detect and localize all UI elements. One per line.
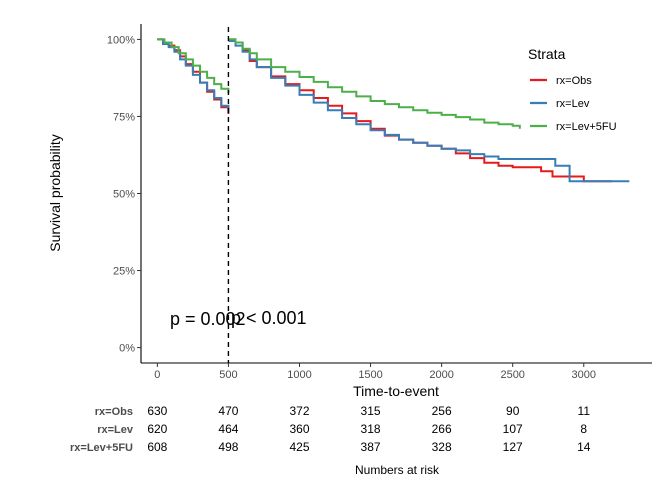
risk-table: Numbers at risk rx=Obs 630 470 372 315 256 90 1… bbox=[70, 404, 591, 477]
risk-count: 608 bbox=[147, 440, 167, 454]
x-axis-title: Time-to-event bbox=[353, 383, 439, 399]
y-tick-label: 25% bbox=[113, 266, 135, 278]
risk-count: 630 bbox=[147, 404, 167, 418]
risk-count: 11 bbox=[578, 404, 591, 418]
y-tick-label: 75% bbox=[113, 111, 135, 123]
y-axis-title: Survival probability bbox=[47, 134, 63, 252]
x-tick-label: 1500 bbox=[358, 369, 382, 381]
legend-title: Strata bbox=[528, 46, 566, 62]
curve-rx-obs-before bbox=[157, 38, 230, 114]
risk-row-label: rx=Obs bbox=[95, 406, 133, 418]
x-tick-label: 0 bbox=[154, 369, 160, 381]
y-tick-label: 0% bbox=[119, 343, 135, 355]
curve-rx-lev-5fu-after bbox=[228, 38, 521, 129]
curve-rx-lev-5fu-before bbox=[157, 38, 230, 94]
y-axis-ticks: 0% 25% 50% 75% 100% bbox=[107, 34, 141, 355]
x-tick-label: 500 bbox=[219, 369, 237, 381]
p-value-1: p = 0.002 bbox=[170, 309, 246, 329]
survival-curves bbox=[157, 38, 630, 183]
risk-count: 328 bbox=[432, 440, 452, 454]
risk-count: 14 bbox=[577, 440, 591, 454]
risk-count: 498 bbox=[218, 440, 238, 454]
risk-count: 266 bbox=[432, 422, 452, 436]
risk-count: 425 bbox=[289, 440, 309, 454]
risk-count: 315 bbox=[361, 404, 381, 418]
risk-count: 464 bbox=[218, 422, 238, 436]
risk-count: 360 bbox=[289, 422, 309, 436]
legend-label-rx-lev-5fu: rx=Lev+5FU bbox=[556, 121, 617, 133]
x-tick-label: 1000 bbox=[287, 369, 311, 381]
risk-count: 8 bbox=[580, 422, 587, 436]
x-tick-label: 2000 bbox=[429, 369, 453, 381]
y-tick-label: 50% bbox=[113, 189, 135, 201]
legend: Strata rx=Obs rx=Lev rx=Lev+5FU bbox=[528, 46, 617, 133]
risk-count: 90 bbox=[506, 404, 520, 418]
risk-count: 256 bbox=[432, 404, 452, 418]
curve-rx-lev-after bbox=[228, 40, 630, 183]
x-tick-label: 3000 bbox=[572, 369, 596, 381]
p-value-2: p < 0.001 bbox=[231, 308, 307, 328]
risk-count: 318 bbox=[361, 422, 381, 436]
risk-count: 470 bbox=[218, 404, 238, 418]
risk-row-label: rx=Lev+5FU bbox=[70, 442, 133, 454]
y-tick-label: 100% bbox=[107, 34, 135, 46]
risk-count: 372 bbox=[289, 404, 309, 418]
x-tick-label: 2500 bbox=[500, 369, 524, 381]
legend-label-rx-lev: rx=Lev bbox=[556, 98, 590, 110]
legend-items: rx=Obs rx=Lev rx=Lev+5FU bbox=[530, 75, 617, 133]
risk-count: 127 bbox=[503, 440, 523, 454]
risk-count: 107 bbox=[503, 422, 523, 436]
legend-label-rx-obs: rx=Obs bbox=[556, 75, 592, 87]
risk-count: 620 bbox=[147, 422, 167, 436]
curve-rx-lev-before bbox=[157, 38, 230, 113]
risk-count: 387 bbox=[361, 440, 381, 454]
x-axis-ticks: 0 500 1000 1500 2000 2500 3000 bbox=[154, 363, 596, 381]
risk-table-title: Numbers at risk bbox=[355, 463, 440, 477]
risk-row-label: rx=Lev bbox=[97, 424, 134, 436]
